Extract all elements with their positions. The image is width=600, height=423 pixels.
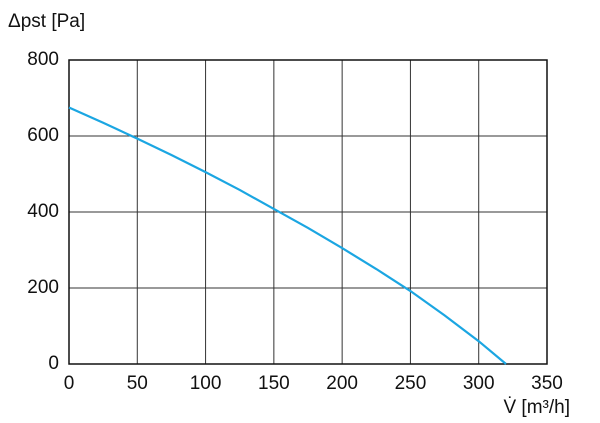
x-tick-label: 150 [258,373,290,394]
y-tick-label: 800 [27,49,59,70]
x-tick-label: 300 [463,373,495,394]
plot-frame [68,59,548,365]
y-tick-label: 400 [27,201,59,222]
x-tick-label: 200 [326,373,358,394]
x-tick-label: 100 [190,373,222,394]
y-tick-label: 600 [27,125,59,146]
y-tick-label: 0 [48,353,59,374]
x-axis-label: V̇ [m³/h] [503,397,570,418]
x-tick-label: 50 [127,373,148,394]
y-axis-label: Δpst [Pa] [8,11,85,32]
y-tick-label: 200 [27,277,59,298]
x-tick-label: 0 [64,373,75,394]
fan-curve [68,106,507,365]
x-tick-label: 350 [531,373,563,394]
x-tick-label: 250 [395,373,427,394]
